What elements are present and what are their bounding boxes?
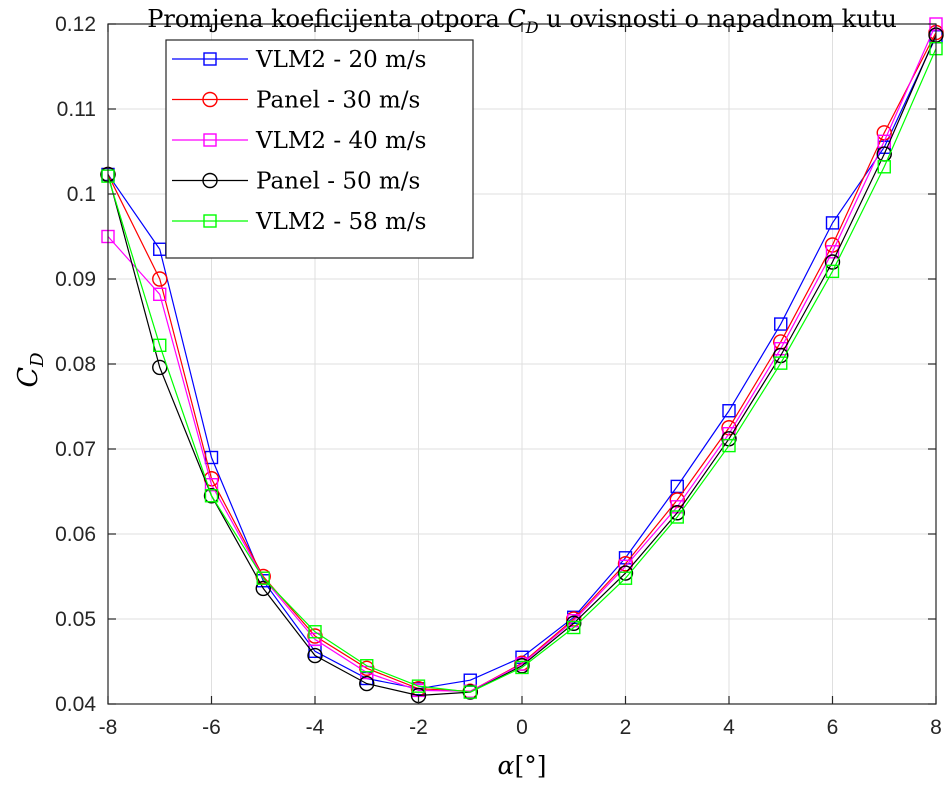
x-tick-label: -2 — [409, 716, 428, 739]
data-point — [308, 625, 322, 639]
chart-title-subscript: D — [525, 18, 539, 37]
data-point — [825, 216, 840, 230]
legend-marker — [202, 172, 218, 189]
x-axis-label: α[°] — [498, 751, 547, 780]
x-tick-label: 6 — [827, 716, 839, 739]
legend-item: Panel - 30 m/s — [172, 88, 420, 114]
x-axis-label-unit: [°] — [514, 751, 546, 780]
x-tick-label: -6 — [202, 716, 221, 739]
x-tick-label: 2 — [620, 716, 632, 739]
legend-items: VLM2 - 20 m/s Panel - 30 m/s VLM2 - 40 m/s… — [172, 47, 426, 235]
data-point — [722, 438, 736, 453]
data-point — [152, 271, 168, 287]
data-point — [463, 685, 477, 699]
chart-title-suffix: u ovisnosti o napadnom kutu — [539, 5, 897, 33]
data-point — [670, 510, 684, 524]
data-point — [825, 264, 840, 279]
data-point — [774, 356, 788, 370]
x-tick-label: 0 — [516, 716, 528, 739]
data-point — [462, 684, 478, 700]
data-point — [567, 620, 581, 635]
legend-item: VLM2 - 40 m/s — [172, 128, 426, 154]
data-point — [204, 489, 219, 503]
series-line — [107, 23, 937, 692]
data-point — [617, 556, 634, 572]
data-point — [514, 658, 530, 674]
x-tick-labels: -8 -6 -4 -2 0 2 4 6 8 — [99, 716, 942, 739]
legend-label: VLM2 - 20 m/s — [255, 47, 426, 73]
chart-title: Promjena koeficijenta otpora CD u ovisno… — [147, 5, 897, 37]
legend-label: VLM2 - 40 m/s — [255, 128, 426, 154]
y-tick-label: 0.06 — [55, 523, 96, 546]
y-tick-label: 0.12 — [55, 13, 96, 36]
chart-title-symbol: C — [507, 5, 525, 33]
data-point — [618, 571, 633, 585]
y-tick-label: 0.07 — [55, 438, 96, 461]
y-axis-label-subscript: D — [27, 352, 48, 368]
data-point — [566, 615, 582, 631]
legend-item: VLM2 - 20 m/s — [172, 47, 426, 73]
x-tick-label: -4 — [306, 716, 325, 739]
y-tick-label: 0.05 — [55, 608, 96, 631]
x-tick-label: 4 — [723, 716, 735, 739]
legend-label: Panel - 30 m/s — [256, 88, 420, 114]
x-tick-label: 8 — [930, 716, 942, 739]
x-tick-label: -8 — [99, 716, 118, 739]
series-line — [107, 32, 937, 692]
legend-marker — [202, 91, 218, 108]
data-point — [153, 338, 167, 352]
legend: VLM2 - 20 m/s Panel - 30 m/s VLM2 - 40 m/s… — [165, 39, 474, 259]
data-point — [877, 160, 891, 174]
data-point — [204, 478, 219, 492]
data-point — [359, 675, 375, 692]
y-tick-label: 0.08 — [55, 353, 96, 376]
legend-marker — [203, 214, 217, 228]
chart-title-prefix: Promjena koeficijenta otpora — [147, 5, 507, 33]
legend-marker — [203, 52, 217, 66]
y-tick-labels: 0.04 0.05 0.06 0.07 0.08 0.09 0.1 0.11 0.12 — [55, 13, 96, 716]
data-point — [774, 317, 788, 331]
data-point — [360, 665, 374, 680]
data-point — [566, 611, 582, 627]
data-point — [255, 580, 271, 597]
y-tick-label: 0.1 — [67, 183, 96, 206]
data-point — [307, 647, 323, 664]
data-point — [153, 287, 167, 301]
data-point — [256, 571, 270, 585]
series-line — [107, 36, 937, 690]
x-axis-label-symbol: α — [498, 751, 515, 780]
series-vlm2-58-m-s — [101, 41, 943, 699]
data-point — [308, 632, 322, 647]
series-line — [107, 48, 937, 693]
legend-item: VLM2 - 58 m/s — [172, 209, 426, 235]
data-point — [669, 505, 685, 521]
data-point — [722, 404, 736, 418]
legend-item: Panel - 50 m/s — [172, 169, 420, 195]
legend-box — [165, 39, 474, 259]
data-point — [203, 488, 220, 504]
legend-marker — [203, 133, 217, 147]
y-axis-label-symbol: C — [13, 367, 44, 388]
legend-label: Panel - 50 m/s — [256, 169, 420, 195]
data-point — [617, 565, 634, 581]
data-point — [411, 679, 426, 693]
tick-marks — [107, 23, 937, 705]
data-point — [876, 125, 892, 141]
y-tick-label: 0.09 — [55, 268, 96, 291]
data-point — [825, 245, 840, 259]
y-tick-label: 0.11 — [57, 98, 96, 121]
legend-label: VLM2 - 58 m/s — [255, 209, 426, 235]
series-line — [107, 34, 937, 697]
data-point — [360, 659, 374, 673]
y-tick-label: 0.04 — [55, 693, 96, 716]
data-point — [824, 254, 841, 270]
data-point — [515, 660, 529, 675]
y-axis-label: CD — [13, 352, 48, 388]
